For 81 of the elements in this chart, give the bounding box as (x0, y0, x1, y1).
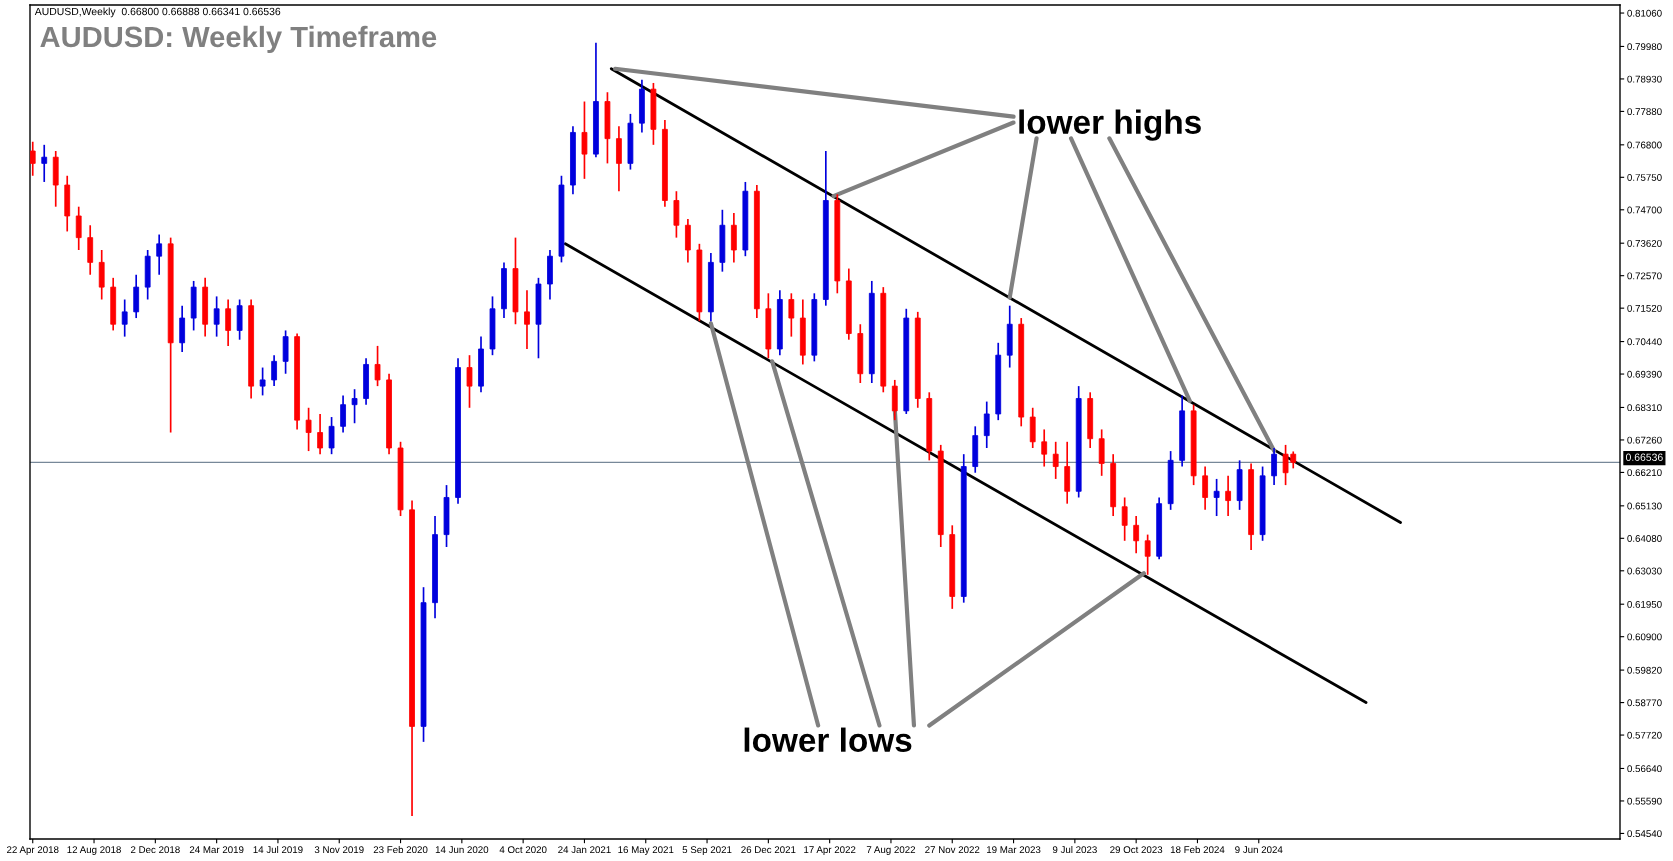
annotation: lower lows (744, 727, 912, 753)
x-tick-label: 24 Jan 2021 (558, 846, 611, 854)
x-tick-label: 27 Nov 2022 (925, 846, 980, 854)
candlestick (1202, 465, 1209, 511)
annotation: AUDUSD,Weekly 0.66800 0.66888 0.66341 0.66536 (34, 7, 281, 18)
x-tick-label: 14 Jun 2020 (435, 846, 489, 854)
candlestick (1271, 447, 1277, 486)
x-tick-label: 14 Jul 2019 (253, 845, 303, 854)
candlestick (524, 289, 530, 350)
candlestick (1133, 515, 1140, 554)
y-tick-label: 0.60900 (1627, 633, 1662, 641)
x-tick-label: 9 Jun 2024 (1235, 846, 1283, 854)
candlestick (121, 298, 128, 338)
candlestick (41, 143, 48, 183)
candlestick (156, 233, 163, 276)
x-tick-label: 4 Oct 2020 (499, 846, 547, 854)
y-tick-label: 0.66210 (1627, 469, 1662, 477)
x-tick-label: 24 Mar 2019 (189, 846, 244, 854)
y-tick-label: 0.63030 (1627, 567, 1662, 575)
candlestick (317, 413, 323, 456)
annotation: lower highs (1019, 109, 1201, 141)
candlestick (75, 205, 82, 251)
y-tick-label: 0.54540 (1627, 830, 1662, 838)
x-tick-label: 26 Dec 2021 (741, 846, 796, 854)
candlestick (581, 100, 588, 180)
y-tick-label: 0.68310 (1627, 404, 1662, 412)
y-tick-label: 0.79980 (1627, 43, 1662, 51)
candlestick (328, 416, 335, 456)
y-tick-label: 0.74700 (1627, 206, 1662, 214)
x-tick-label: 17 Apr 2022 (804, 846, 856, 856)
x-tick-label: 23 Feb 2020 (373, 845, 428, 854)
candlestick (225, 298, 232, 347)
candlestick (788, 292, 795, 338)
y-tick-label: 0.61950 (1627, 600, 1662, 608)
y-tick-label: 0.56640 (1627, 765, 1662, 773)
candlestick (271, 354, 277, 387)
x-tick-label: 22 Apr 2018 (7, 846, 59, 856)
candlestick (374, 345, 381, 387)
y-tick-label: 0.55590 (1627, 797, 1662, 805)
y-tick-label: 0.75750 (1627, 174, 1662, 181)
x-tick-label: 5 Sep 2021 (682, 846, 732, 856)
candlestick (351, 388, 358, 425)
x-tick-label: 7 Aug 2022 (866, 846, 916, 856)
candlestick (1052, 440, 1059, 480)
candlestick (259, 366, 266, 397)
ref-line-label: 0.66536 (1625, 453, 1663, 461)
y-tick-label: 0.70440 (1627, 338, 1662, 346)
candlestick (983, 400, 990, 449)
candlestick (305, 406, 312, 452)
candlestick (213, 295, 220, 338)
x-tick-label: 9 Jul 2023 (1052, 845, 1097, 854)
y-tick-label: 0.71520 (1627, 304, 1662, 312)
x-tick-label: 29 Oct 2023 (1110, 846, 1163, 854)
y-tick-label: 0.72570 (1627, 272, 1662, 280)
y-tick-label: 0.64080 (1627, 535, 1662, 542)
y-tick-label: 0.57720 (1627, 731, 1662, 739)
y-tick-label: 0.81060 (1627, 9, 1662, 17)
y-tick-label: 0.69390 (1627, 370, 1662, 378)
candlestick (1225, 474, 1231, 517)
y-tick-label: 0.78930 (1627, 75, 1662, 83)
y-tick-label: 0.59820 (1627, 666, 1662, 674)
x-tick-label: 3 Nov 2019 (314, 846, 364, 854)
y-tick-label: 0.67260 (1627, 436, 1662, 444)
candlestick (1213, 478, 1220, 517)
x-tick-label: 19 Mar 2023 (987, 846, 1041, 854)
candlestick (340, 394, 346, 434)
candlestick (466, 354, 473, 409)
text: AUDUSD: Weekly Timeframe (40, 25, 437, 54)
y-tick-label: 0.65130 (1627, 502, 1662, 510)
y-tick-label: 0.77880 (1627, 108, 1662, 116)
x-tick-label: 12 Aug 2018 (67, 846, 121, 856)
y-tick-label: 0.73620 (1627, 239, 1662, 247)
x-tick-label: 2 Dec 2018 (130, 846, 180, 854)
candlestick (30, 140, 36, 177)
y-tick-label: 0.58770 (1627, 699, 1662, 707)
candlestick (1144, 533, 1151, 576)
candlestick (1041, 428, 1048, 468)
x-tick-label: 16 May 2021 (618, 846, 674, 856)
y-tick-label: 0.76800 (1627, 141, 1662, 149)
x-tick-label: 18 Feb 2024 (1170, 845, 1225, 854)
candlestick (1121, 496, 1128, 542)
